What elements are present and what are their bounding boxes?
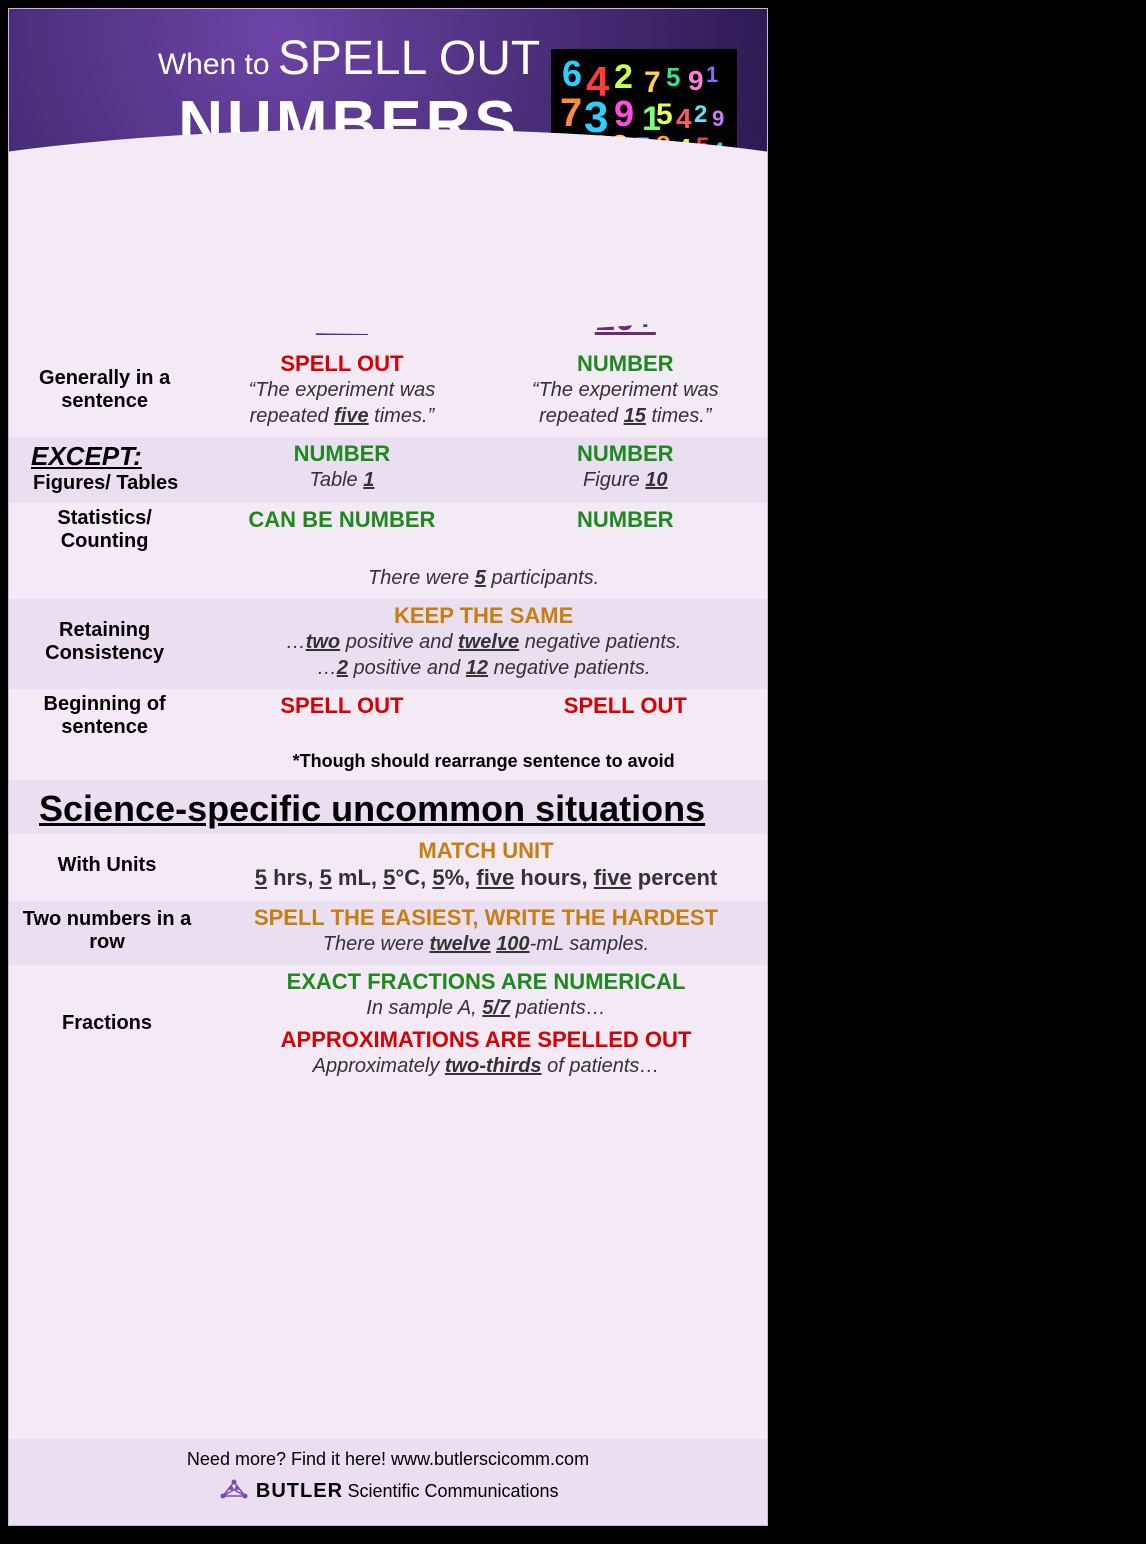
- infographic-page: When to SPELL OUT NUMBERS In scientific …: [8, 8, 768, 1526]
- header: When to SPELL OUT NUMBERS In scientific …: [9, 9, 767, 239]
- row-consistency-example1: …two positive and twelve negative patien…: [208, 629, 759, 655]
- row-general-b-example: “The experiment was repeated 15 times.”: [492, 377, 759, 429]
- svg-text:5: 5: [666, 62, 680, 92]
- row-figures-tables: EXCEPT: Figures/ Tables NUMBER Table 1 N…: [9, 437, 767, 503]
- row-beginning-note: *Though should rearrange sentence to avo…: [208, 751, 759, 772]
- row-beginning-label: Beginning of sentence: [9, 689, 200, 747]
- header-spellout-text: SPELL OUT: [278, 32, 540, 85]
- row-general-label: Generally in a sentence: [9, 347, 200, 437]
- row-fractions-rule2: APPROXIMATIONS ARE SPELLED OUT: [213, 1027, 759, 1053]
- svg-text:6: 6: [562, 53, 582, 94]
- footer-link-text: Need more? Find it here! www.butlerscico…: [9, 1449, 767, 1470]
- svg-text:7: 7: [560, 91, 582, 135]
- svg-text:9: 9: [712, 106, 724, 131]
- row-fractions-example1: In sample A, 5/7 patients…: [213, 995, 759, 1021]
- row-figures-b-example: Figure 10: [492, 467, 759, 493]
- svg-text:4: 4: [676, 103, 692, 134]
- row-statistics-label: Statistics/ Counting: [9, 503, 200, 561]
- footer-brand: BUTLER Scientific Communications: [9, 1476, 767, 1507]
- row-consistency: Retaining Consistency KEEP THE SAME …two…: [9, 599, 767, 689]
- row-fractions-rule1: EXACT FRACTIONS ARE NUMERICAL: [213, 969, 759, 995]
- section1-table: 0-9 10+ Generally in a sentence SPELL OU…: [9, 293, 767, 780]
- row-statistics-example: There were 5 participants.: [208, 565, 759, 591]
- row-units-example: 5 hrs, 5 mL, 5°C, 5%, five hours, five p…: [213, 864, 759, 893]
- section2-table: With Units MATCH UNIT 5 hrs, 5 mL, 5°C, …: [9, 834, 767, 1087]
- row-fractions-label: Fractions: [9, 965, 205, 1087]
- svg-text:7: 7: [644, 66, 661, 99]
- svg-text:2: 2: [614, 58, 633, 96]
- except-label: EXCEPT:: [19, 441, 192, 472]
- butler-logo-icon: [217, 1476, 251, 1507]
- row-general-a-rule: SPELL OUT: [208, 351, 475, 377]
- row-figures-b-rule: NUMBER: [492, 441, 759, 467]
- svg-text:9: 9: [614, 93, 634, 134]
- row-statistics-b-rule: NUMBER: [492, 507, 759, 533]
- row-units-label: With Units: [9, 834, 205, 901]
- row-beginning-note-row: *Though should rearrange sentence to avo…: [9, 747, 767, 780]
- row-fractions-example2: Approximately two-thirds of patients…: [213, 1053, 759, 1079]
- row-units: With Units MATCH UNIT 5 hrs, 5 mL, 5°C, …: [9, 834, 767, 901]
- svg-text:9: 9: [688, 65, 704, 96]
- row-figures-label: Figures/ Tables: [19, 472, 192, 495]
- footer-brand-name-b: Scientific Communications: [347, 1481, 558, 1502]
- row-beginning-a-rule: SPELL OUT: [208, 693, 475, 719]
- row-general: Generally in a sentence SPELL OUT “The e…: [9, 347, 767, 437]
- row-units-rule: MATCH UNIT: [213, 838, 759, 864]
- row-consistency-label: Retaining Consistency: [9, 599, 200, 689]
- row-two-numbers-label: Two numbers in a row: [9, 901, 205, 965]
- row-general-b-rule: NUMBER: [492, 351, 759, 377]
- svg-text:1: 1: [706, 62, 718, 87]
- row-consistency-example2: …2 positive and 12 negative patients.: [208, 655, 759, 681]
- svg-text:2: 2: [694, 101, 707, 128]
- row-statistics: Statistics/ Counting CAN BE NUMBER NUMBE…: [9, 503, 767, 561]
- section2-title: Science-specific uncommon situations: [9, 780, 767, 834]
- row-beginning-b-rule: SPELL OUT: [492, 693, 759, 719]
- footer: Need more? Find it here! www.butlerscico…: [9, 1439, 767, 1525]
- row-statistics-example-row: There were 5 participants.: [9, 561, 767, 599]
- row-two-numbers-example: There were twelve 100-mL samples.: [213, 931, 759, 957]
- row-beginning: Beginning of sentence SPELL OUT SPELL OU…: [9, 689, 767, 747]
- header-curve-shape: [8, 129, 768, 334]
- row-figures-a-example: Table 1: [208, 467, 475, 493]
- row-fractions: Fractions EXACT FRACTIONS ARE NUMERICAL …: [9, 965, 767, 1087]
- row-general-a-example: “The experiment was repeated five times.…: [208, 377, 475, 429]
- footer-brand-name-a: BUTLER: [256, 1480, 343, 1503]
- row-two-numbers-rule: SPELL THE EASIEST, WRITE THE HARDEST: [213, 905, 759, 931]
- row-two-numbers: Two numbers in a row SPELL THE EASIEST, …: [9, 901, 767, 965]
- row-statistics-a-rule: CAN BE NUMBER: [208, 507, 475, 533]
- row-figures-a-rule: NUMBER: [208, 441, 475, 467]
- header-when-text: When to: [158, 48, 278, 81]
- svg-text:5: 5: [656, 98, 673, 131]
- row-consistency-rule: KEEP THE SAME: [208, 603, 759, 629]
